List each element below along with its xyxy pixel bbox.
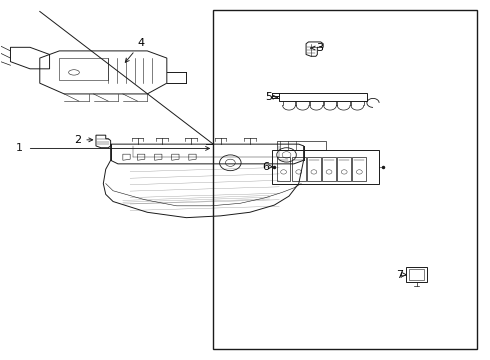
- Bar: [277, 157, 291, 181]
- Text: 2: 2: [74, 135, 93, 145]
- Bar: [213, 10, 477, 348]
- Bar: [279, 93, 367, 101]
- Bar: [277, 140, 326, 149]
- Text: 1: 1: [16, 143, 23, 153]
- Bar: [292, 157, 306, 181]
- Bar: [307, 157, 321, 181]
- Bar: [406, 267, 427, 282]
- Text: 5: 5: [265, 92, 277, 102]
- Bar: [272, 149, 379, 184]
- Text: 7: 7: [396, 270, 406, 280]
- Bar: [322, 157, 336, 181]
- Bar: [337, 157, 351, 181]
- Bar: [409, 269, 424, 280]
- Bar: [352, 157, 366, 181]
- Text: 6: 6: [263, 162, 272, 172]
- Bar: [59, 58, 108, 80]
- Text: 4: 4: [125, 38, 145, 62]
- Text: 3: 3: [311, 43, 323, 53]
